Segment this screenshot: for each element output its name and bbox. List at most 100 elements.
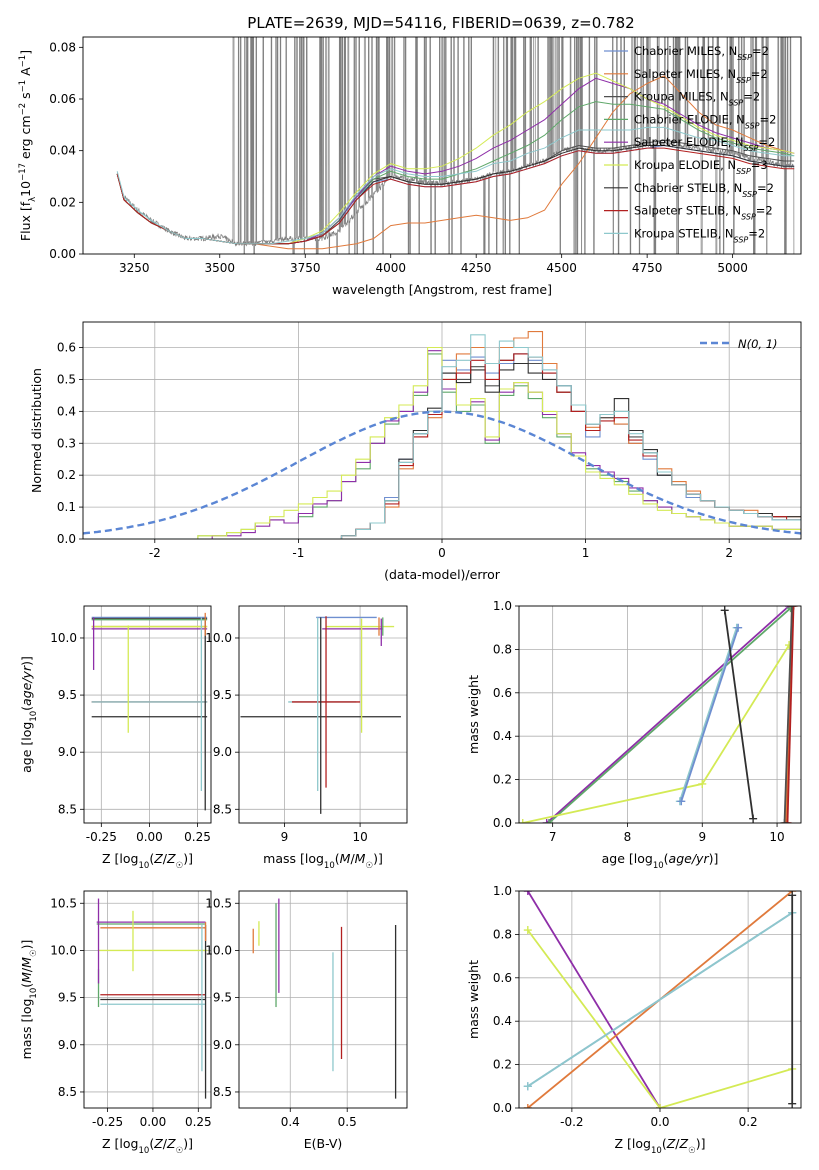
y-axis-label: Normed distribution [29,368,44,493]
label-part: mass [log [19,999,34,1060]
weight-line-salpeter-elodie-n-ssp-2 [527,891,661,1108]
label-part: Z [log [615,1136,651,1151]
legend-count: =2 [760,112,777,126]
axes-spectrum: 3250 3500 3750 4000 4250 4500 4750 5000 0.00 0.02… [18,36,802,297]
x-tick-label: 0 [438,546,446,560]
legend-entry: Kroupa ELODIE, NSSP=3 [634,158,768,176]
x-tick-label: -1 [292,546,304,560]
y-tick-label: 0.4 [57,404,76,418]
legend-entry: Salpeter MILES, NSSP=2 [634,67,768,85]
y-tick-label: 0.8 [493,927,512,941]
weight-marker-kroupa-elodie-n-ssp-3 [656,1104,664,1108]
label-part: age [log [19,722,34,773]
y-axis-label: mass [log10(M/M☉)] [19,940,39,1060]
axes-frame [82,321,802,540]
y-tick-label: 0.0 [493,1101,512,1115]
y-tick-label: 9.0 [58,745,77,759]
legend-entry: Chabrier STELIB, NSSP=2 [634,181,774,199]
x-tick-label: 0.25 [184,830,211,844]
legend-count: =2 [757,181,774,195]
label-part: 10 [29,988,39,999]
weight-marker-chabrier-stelib-n-ssp-2 [749,814,758,823]
weight-line-kroupa-elodie-n-ssp-3 [527,929,793,1108]
label-part: age/yr [669,851,710,866]
label-part: E(B-V) [304,1136,343,1151]
y-tick-label: 8.5 [213,802,232,816]
label-part: 10 [18,181,33,197]
label-part: A [18,67,33,80]
label-part: Normed distribution [29,368,44,493]
legend-sub: SSP [736,75,751,84]
label-part: )] [19,940,34,950]
legend-entry: Chabrier ELODIE, NSSP=2 [634,112,776,129]
legend-count: =2 [756,204,773,218]
y-tick-label: 10.0 [205,943,232,957]
label-part: M [340,851,351,866]
model-spectrum-kroupa-stelib-n-ssp-2 [116,126,795,245]
label-part: M [19,972,34,983]
x-tick-label: -2 [149,546,161,560]
x-axis-label: Z [log10(Z/Z☉)] [615,1136,706,1156]
axes-frame [82,36,802,255]
legend-count: =2 [758,135,775,149]
legend-text: Kroupa STELIB, N [634,226,734,240]
y-tick-label: 1.0 [493,884,512,898]
label-part: mass weight [466,960,481,1039]
y-tick-label: 9.5 [58,688,77,702]
y-tick-label: 8.5 [58,802,77,816]
label-part: ( [662,1136,667,1151]
y-tick-label: 8.5 [58,1085,77,1099]
legend-count: =2 [748,226,765,240]
y-tick-label: 10.5 [205,896,232,910]
legend-sub: SSP [729,98,744,107]
y-tick-label: 0.6 [57,341,76,355]
y-axis-label: mass weight [466,675,481,754]
weight-line-chabrier-elodie-n-ssp-2 [548,607,792,823]
x-axis-label: age [log10(age/yr)] [602,851,719,871]
weight-marker-chabrier-elodie-n-ssp-2 [544,819,553,823]
y-tick-label: 0.6 [493,686,512,700]
y-axis-label: age [log10(age/yr)] [19,656,39,773]
y-tick-label: 0.04 [49,144,76,158]
legend-entry: Salpeter STELIB, NSSP=2 [634,204,773,222]
label-part: )] [709,851,719,866]
label-part: 10 [653,861,664,871]
x-tick-label: 2 [725,546,733,560]
label-part: mass [log [263,851,324,866]
y-tick-label: 10.0 [50,631,77,645]
legend-count: =2 [743,90,760,104]
label-part: Z [153,1136,163,1151]
label-part: erg cm [18,115,33,163]
legend-count: =2 [751,67,768,81]
weight-marker-kroupa-miles-n-ssp-2 [788,606,797,610]
label-part: wavelength [Angstrom, rest frame] [332,282,552,297]
plot-content [96,898,208,1099]
label-part: ☉ [176,861,184,871]
label-part: ( [664,851,669,866]
y-tick-label: 0.2 [57,468,76,482]
x-tick-label: 4250 [461,261,492,275]
legend-sub: SSP [741,212,756,221]
weight-line-kroupa-elodie-n-ssp-3 [522,644,790,823]
plot-content [523,891,797,1108]
label-part: mass weight [466,675,481,754]
legend-sub: SSP [745,121,760,130]
x-tick-label: -0.25 [86,830,117,844]
label-part: / [675,1136,680,1151]
x-tick-label: 9 [698,830,706,844]
y-tick-label: 10.0 [205,631,232,645]
label-part: / [350,851,355,866]
label-part: Z [166,851,176,866]
legend-entry: Kroupa STELIB, NSSP=2 [634,226,765,244]
weight-marker-salpeter-miles-n-ssp-2 [782,819,791,823]
y-tick-label: 0.0 [493,816,512,830]
label-part: ☉ [176,1146,184,1156]
weight-marker-kroupa-miles-n-ssp-2 [780,819,789,823]
legend-text: Salpeter STELIB, N [634,204,741,218]
label-part: −17 [18,163,28,181]
label-part: Z [166,1136,176,1151]
legend-text: Kroupa MILES, N [634,90,729,104]
legend-text: Salpeter MILES, N [634,67,736,81]
